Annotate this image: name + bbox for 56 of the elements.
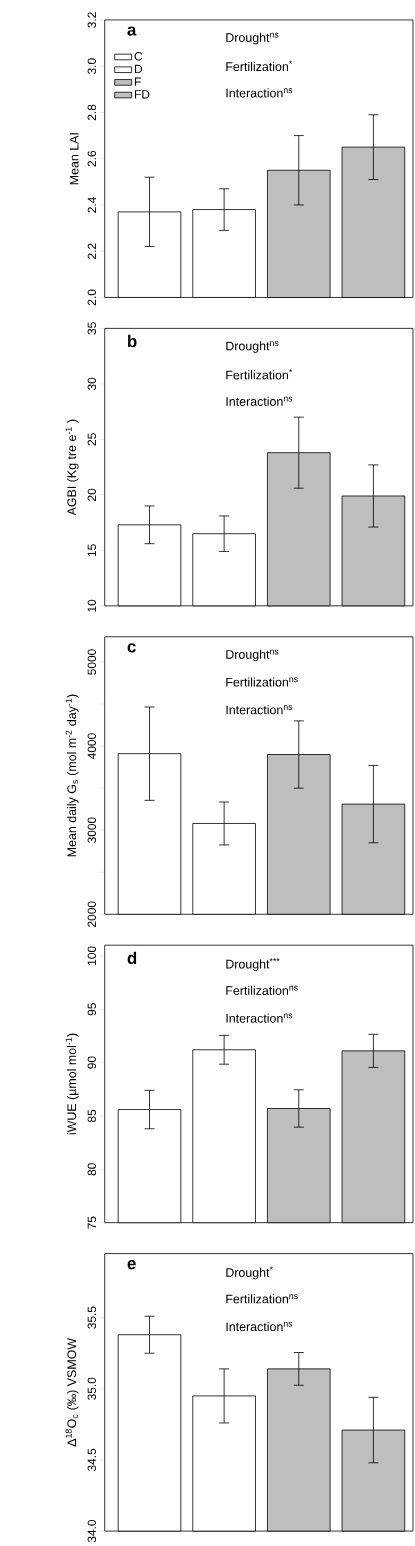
- annotation: Drought$^{***}$: [226, 958, 280, 971]
- y-tick-label: 35: [87, 322, 97, 335]
- y-tick-label: 35.5: [87, 1306, 97, 1329]
- y-tick-label: 85: [87, 1109, 97, 1123]
- y-axis-title: Mean daily G$_{s}$ (mol m$^{-2}$ day$^{-1}$): [65, 694, 79, 857]
- y-tick-label: 2.4: [87, 197, 97, 213]
- y-tick-label: 30: [87, 377, 97, 391]
- y-tick-label: 2.0: [87, 289, 97, 306]
- y-tick-label: 34.0: [87, 1519, 97, 1543]
- annotation: Interaction$^{ns}$: [226, 396, 293, 406]
- annotation: Drought$^{ns}$: [226, 649, 279, 662]
- y-tick-label: 75: [87, 1216, 97, 1229]
- annotation: Drought$^{ns}$: [226, 32, 279, 45]
- y-tick-label: 2000: [87, 901, 97, 927]
- y-tick-label: 15: [87, 544, 97, 557]
- y-tick-label: 35.0: [87, 1377, 97, 1400]
- annotation: Fertilization$^{ns}$: [226, 1294, 298, 1304]
- legend-label: FD: [135, 90, 150, 99]
- y-axis-title: Δ$^{18}$O$_{c}$ (‰) VSMOW: [65, 1337, 79, 1447]
- annotation: Fertilization$^{*}$: [226, 60, 293, 72]
- y-tick-label: 5000: [87, 649, 97, 675]
- annotation: Fertilization$^{*}$: [226, 369, 293, 380]
- annotation: Interaction$^{ns}$: [226, 1321, 293, 1332]
- y-tick-label: 2.6: [87, 150, 97, 167]
- legend-label: F: [135, 77, 141, 86]
- annotation: Interaction$^{ns}$: [226, 88, 293, 98]
- annotation: Fertilization$^{ns}$: [226, 677, 298, 687]
- annotation: Drought$^{*}$: [226, 1266, 273, 1280]
- annotation: Drought$^{ns}$: [226, 341, 279, 353]
- annotation: Fertilization$^{ns}$: [226, 985, 298, 995]
- y-tick-label: 4000: [87, 733, 97, 760]
- legend-label: C: [134, 52, 143, 61]
- y-tick-label: 3.0: [87, 58, 97, 75]
- y-tick-label: 95: [87, 1003, 97, 1016]
- y-axis-title: Mean LAI: [69, 133, 79, 185]
- chart-title: a: [127, 26, 137, 36]
- chart-title: d: [127, 951, 137, 965]
- annotation: Interaction$^{ns}$: [226, 705, 293, 715]
- chart-title: e: [127, 1260, 136, 1270]
- y-axis-title: AGBI (Kg tre e$^{-1}$ ): [65, 419, 79, 516]
- y-tick-label: 25: [87, 433, 97, 446]
- y-tick-label: 2.2: [87, 243, 97, 259]
- y-axis-title: iWUE (µmol mol$^{-1}$): [65, 1033, 79, 1135]
- y-tick-label: 3.2: [87, 12, 97, 28]
- y-tick-label: 34.5: [87, 1448, 97, 1472]
- y-tick-label: 20: [87, 488, 97, 501]
- y-tick-label: 100: [87, 946, 97, 965]
- annotation: Interaction$^{ns}$: [226, 1013, 293, 1023]
- y-tick-label: 10: [87, 599, 97, 612]
- y-tick-label: 3000: [87, 817, 97, 843]
- legend-label: D: [135, 64, 143, 74]
- y-tick-label: 2.8: [87, 104, 97, 121]
- chart-title: c: [127, 643, 136, 653]
- y-tick-label: 80: [87, 1163, 97, 1176]
- y-tick-label: 90: [87, 1056, 97, 1069]
- chart-title: b: [128, 334, 137, 348]
